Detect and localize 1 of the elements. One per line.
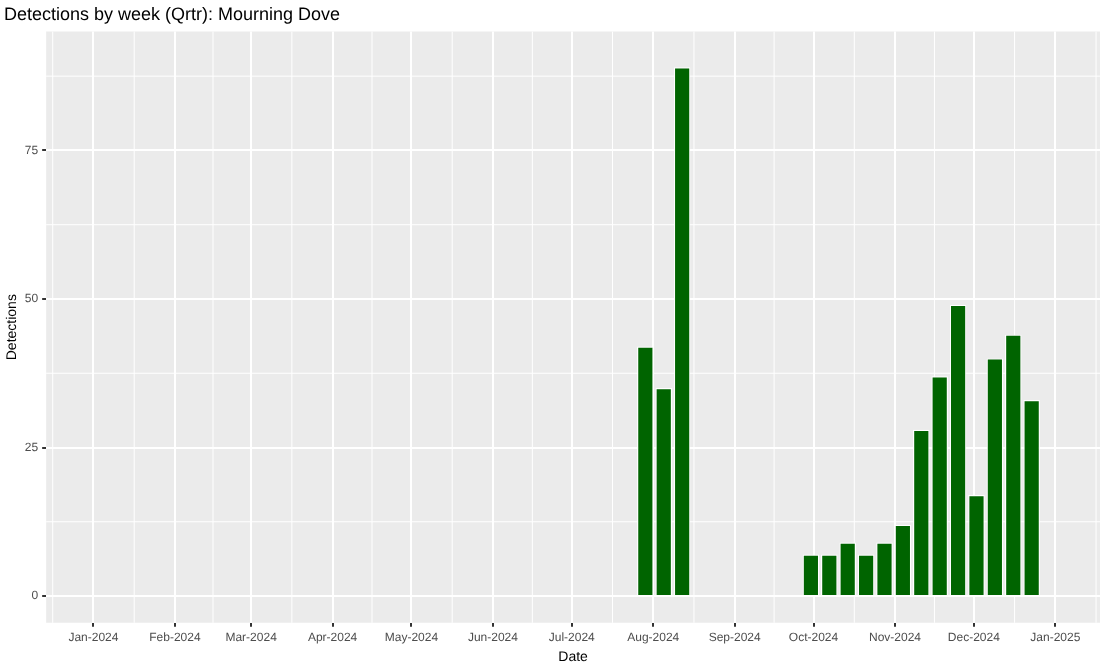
chart-title: Detections by week (Qrtr): Mourning Dove xyxy=(4,3,341,24)
